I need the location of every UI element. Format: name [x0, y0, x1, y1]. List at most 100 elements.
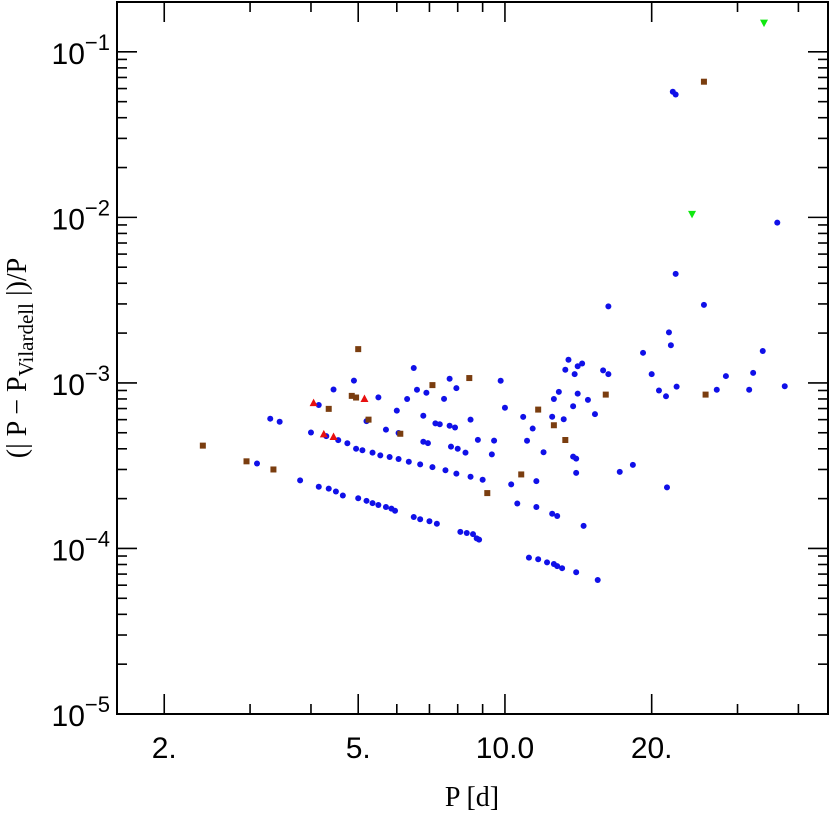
- plot-frame: [116, 1, 829, 715]
- data-point-circle: [629, 461, 636, 468]
- data-point-circle: [700, 301, 707, 308]
- data-point-circle: [441, 395, 448, 402]
- data-point-circle: [655, 387, 662, 394]
- data-point-circle: [405, 458, 412, 465]
- data-point-circle: [565, 356, 572, 363]
- x-tick-labels: 2. 5. 10.0 20.: [152, 732, 673, 765]
- data-point-square: [355, 346, 362, 353]
- data-point-circle: [315, 401, 322, 408]
- data-point-circle: [423, 389, 430, 396]
- data-point-circle: [479, 476, 486, 483]
- data-point-circle: [417, 461, 424, 468]
- data-point-circle: [663, 393, 670, 400]
- data-point-circle: [413, 386, 420, 393]
- data-point-circle: [584, 396, 591, 403]
- data-point-triangle-down: [688, 210, 697, 219]
- x-tick-label: 20.: [631, 732, 673, 765]
- data-point-square: [700, 78, 707, 85]
- data-point-circle: [454, 445, 461, 452]
- data-point-circle: [369, 449, 376, 456]
- data-point-circle: [571, 371, 578, 378]
- data-point-circle: [750, 369, 757, 376]
- data-point-square: [348, 392, 355, 399]
- y-axis-title-suffix: |)/P: [2, 258, 33, 303]
- data-point-circle: [297, 477, 304, 484]
- data-point-circle: [267, 415, 274, 422]
- y-axis-title-prefix: (| P − P: [2, 376, 33, 458]
- data-point-circle: [573, 569, 580, 576]
- data-point-circle: [446, 375, 453, 382]
- data-point-circle: [254, 460, 261, 467]
- data-point-circle: [713, 386, 720, 393]
- data-point-circle: [332, 488, 339, 495]
- data-point-circle: [386, 453, 393, 460]
- data-point-circle: [535, 556, 542, 563]
- data-point-circle: [665, 329, 672, 336]
- data-points: [199, 19, 788, 583]
- data-point-circle: [560, 416, 567, 423]
- data-point-circle: [605, 371, 612, 378]
- data-point-circle: [540, 449, 547, 456]
- data-point-circle: [559, 565, 566, 572]
- data-point-square: [429, 382, 436, 389]
- data-point-circle: [554, 563, 561, 570]
- data-point-circle: [424, 440, 431, 447]
- data-point-circle: [508, 481, 515, 488]
- data-point-square: [518, 471, 525, 478]
- data-point-circle: [452, 424, 459, 431]
- data-point-circle: [382, 504, 389, 511]
- data-point-circle: [474, 436, 481, 443]
- data-point-circle: [514, 500, 521, 507]
- data-point-circle: [672, 91, 679, 98]
- data-point-circle: [491, 437, 498, 444]
- data-point-square: [353, 394, 360, 401]
- minor-ticks: [117, 1, 828, 714]
- data-point-circle: [591, 411, 598, 418]
- data-point-circle: [550, 395, 557, 402]
- data-point-square: [562, 437, 569, 444]
- data-point-circle: [410, 365, 417, 372]
- data-point-circle: [447, 443, 454, 450]
- data-point-circle: [663, 484, 670, 491]
- data-point-circle: [382, 426, 389, 433]
- data-point-circle: [673, 383, 680, 390]
- data-point-circle: [501, 404, 508, 411]
- data-point-circle: [375, 502, 382, 509]
- data-point-circle: [533, 504, 540, 511]
- data-point-circle: [429, 464, 436, 471]
- data-point-circle: [355, 495, 362, 502]
- data-point-circle: [315, 483, 322, 490]
- data-point-triangle-up: [329, 432, 338, 441]
- data-point-circle: [453, 470, 460, 477]
- data-point-circle: [759, 347, 766, 354]
- data-point-circle: [392, 507, 399, 514]
- data-point-circle: [722, 373, 729, 380]
- data-point-circle: [549, 510, 556, 517]
- data-point-circle: [467, 416, 474, 423]
- data-point-circle: [330, 386, 337, 393]
- x-tick-label: 5.: [346, 732, 371, 765]
- data-point-circle: [667, 342, 674, 349]
- data-point-circle: [325, 485, 332, 492]
- y-tick-label: 10−5: [52, 692, 110, 733]
- data-point-circle: [594, 576, 601, 583]
- data-point-circle: [497, 377, 504, 384]
- data-point-circle: [404, 395, 411, 402]
- data-point-circle: [363, 497, 370, 504]
- y-tick-label: 10−1: [52, 30, 110, 71]
- data-point-square: [602, 391, 609, 398]
- data-point-square: [466, 375, 473, 382]
- x-tick-label: 2.: [152, 732, 177, 765]
- data-point-circle: [605, 303, 612, 310]
- data-point-circle: [562, 366, 569, 373]
- data-point-circle: [470, 531, 477, 538]
- data-point-circle: [533, 478, 540, 485]
- data-point-circle: [574, 363, 581, 370]
- y-tick-label: 10−2: [52, 195, 110, 236]
- data-point-circle: [488, 451, 495, 458]
- data-point-circle: [377, 452, 384, 459]
- data-point-square: [325, 405, 332, 412]
- data-point-circle: [395, 456, 402, 463]
- data-point-circle: [476, 536, 483, 543]
